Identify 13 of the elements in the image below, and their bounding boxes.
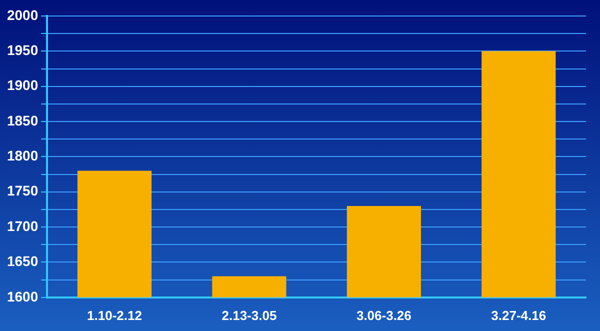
y-tick-label: 2000 (6, 6, 38, 23)
y-tick-label: 1650 (6, 253, 38, 270)
x-tick-label: 3.06-3.26 (356, 308, 412, 323)
x-tick-label: 3.27-4.16 (491, 308, 546, 323)
x-tick-label: 1.10-2.12 (87, 308, 142, 323)
y-tick-label: 1950 (6, 42, 38, 58)
y-tick-label: 1600 (6, 288, 38, 304)
x-tick-label: 2.13-3.05 (222, 308, 277, 323)
y-tick-label: 1700 (6, 218, 38, 234)
y-tick-label: 1850 (6, 112, 38, 128)
y-tick-label: 1800 (6, 148, 38, 164)
y-tick-label: 1750 (6, 182, 38, 199)
y-tick-label: 1900 (6, 77, 38, 94)
